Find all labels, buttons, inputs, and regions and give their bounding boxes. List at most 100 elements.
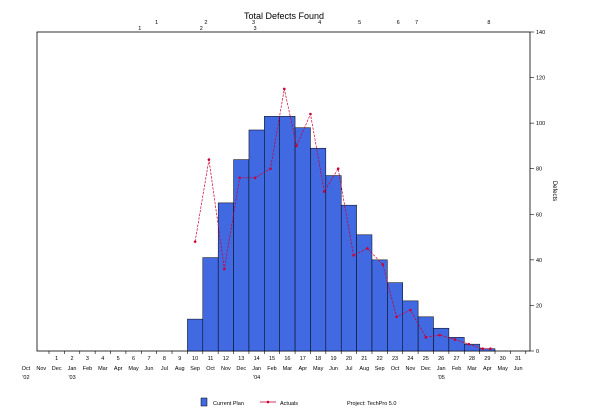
x-month-label: Feb: [83, 366, 92, 372]
x-index-label: 4: [101, 356, 104, 362]
plan-bars: [187, 116, 496, 352]
x-month-label: Jul: [345, 366, 352, 372]
x-index-label: 18: [315, 356, 321, 362]
x-index-label: 9: [178, 356, 181, 362]
x-month-label: Sep: [190, 366, 200, 372]
actuals-point: [295, 144, 298, 148]
x-index-label: 22: [377, 356, 383, 362]
x-month-label: Jun: [514, 366, 523, 372]
x-index-label: 15: [269, 356, 275, 362]
actuals-point: [207, 158, 211, 161]
milestone-top-label: 1: [155, 20, 158, 26]
actuals-point: [438, 333, 441, 337]
x-index-label: 17: [300, 356, 306, 362]
x-index-label: 26: [438, 356, 444, 362]
actuals-point: [323, 190, 326, 193]
x-month-label: Mar: [467, 366, 477, 372]
legend-project-label: Project: TechPro 5.0: [347, 401, 396, 407]
y-tick-label: 120: [536, 76, 545, 82]
x-index-label: 20: [346, 356, 352, 362]
milestone-top-label: 7: [415, 20, 418, 26]
milestones-bottom: 1 2 3: [138, 26, 256, 32]
milestone-top-label: 3: [252, 20, 255, 26]
x-index-label: 2: [71, 356, 74, 362]
plan-bar: [279, 116, 296, 352]
actuals-point: [253, 176, 257, 180]
actuals-point: [269, 167, 272, 171]
legend-plan-label: Current Plan: [213, 401, 244, 407]
actuals-point: [223, 267, 226, 271]
legend: Current Plan Actuals Project: TechPro 5.…: [200, 397, 396, 407]
plan-bar: [217, 202, 234, 352]
plan-bar: [448, 337, 465, 352]
y-tick-label: 0: [536, 349, 539, 355]
actuals-point: [366, 247, 369, 250]
plan-bar: [340, 204, 357, 352]
actuals-point: [467, 342, 471, 346]
x-index-label: 16: [284, 356, 290, 362]
milestone-top-label: 6: [397, 20, 400, 26]
actuals-series: [193, 87, 492, 351]
milestone-bottom-label: 1: [138, 26, 141, 32]
plan-bar: [294, 127, 311, 352]
x-month-label: Oct: [206, 366, 215, 372]
x-month-label: Dec: [236, 366, 246, 372]
x-year-label: '04: [253, 375, 260, 381]
actuals-point: [381, 263, 385, 266]
plan-bar: [417, 316, 434, 352]
x-month-label: Aug: [359, 366, 369, 372]
x-index-label: 24: [407, 356, 413, 362]
x-index-label: 13: [238, 356, 244, 362]
actuals-line: [194, 88, 491, 350]
y-tick-label: 40: [536, 258, 542, 264]
x-month-label: Feb: [452, 366, 461, 372]
actuals-point: [453, 338, 457, 341]
plan-bar: [264, 116, 280, 352]
x-month-label: May: [313, 366, 324, 372]
y-axis-title: Defects: [551, 181, 557, 201]
x-index-label: 1: [55, 356, 58, 362]
milestones-top: 1 2 3 4 5 6 7 8: [155, 20, 490, 26]
milestone-top-label: 4: [318, 20, 321, 26]
milestone-bottom-label: 3: [254, 26, 257, 32]
x-index-label: 25: [423, 356, 429, 362]
x-month-label: Jan: [437, 366, 446, 372]
x-index-label: 11: [208, 356, 214, 362]
x-axis: 1 2 3 4 5 6 7 8 9 10 11 12 13 14 15 16 17 18 19 20 21 22 23 24 2…: [22, 351, 527, 381]
y-tick-label: 140: [536, 30, 545, 36]
x-year-label: '02: [22, 375, 29, 381]
plan-bar: [356, 234, 373, 352]
plan-bar: [325, 175, 342, 352]
plan-bar: [387, 282, 403, 352]
plan-bar: [233, 159, 250, 352]
y-tick-label: 20: [536, 303, 542, 309]
x-index-label: 14: [254, 356, 260, 362]
x-index-label: 7: [147, 356, 150, 362]
plan-bar: [202, 257, 219, 352]
actuals-point: [336, 167, 340, 171]
x-year-label: '03: [68, 375, 75, 381]
x-index-label: 10: [192, 356, 198, 362]
x-month-label: Sep: [375, 366, 385, 372]
x-month-label: Oct: [22, 366, 31, 372]
x-index-label: 31: [515, 356, 521, 362]
actuals-point: [481, 347, 485, 351]
plan-bar: [402, 300, 419, 352]
actuals-point: [489, 347, 492, 351]
x-month-label: Jun: [329, 366, 338, 372]
y-tick-label: 100: [536, 121, 545, 127]
x-month-label: Jan: [252, 366, 261, 372]
x-index-label: 12: [223, 356, 229, 362]
x-month-label: Apr: [483, 366, 492, 372]
x-month-label: Nov: [221, 366, 231, 372]
actuals-point: [352, 254, 355, 257]
actuals-point: [409, 308, 412, 312]
plan-bar: [433, 327, 450, 352]
x-month-label: Feb: [267, 366, 276, 372]
x-index-label: 3: [86, 356, 89, 362]
legend-actuals-marker: [266, 400, 270, 404]
actuals-point: [395, 315, 398, 319]
x-month-label: Jul: [161, 366, 168, 372]
actuals-point: [309, 112, 312, 116]
x-month-label: Nov: [36, 366, 46, 372]
